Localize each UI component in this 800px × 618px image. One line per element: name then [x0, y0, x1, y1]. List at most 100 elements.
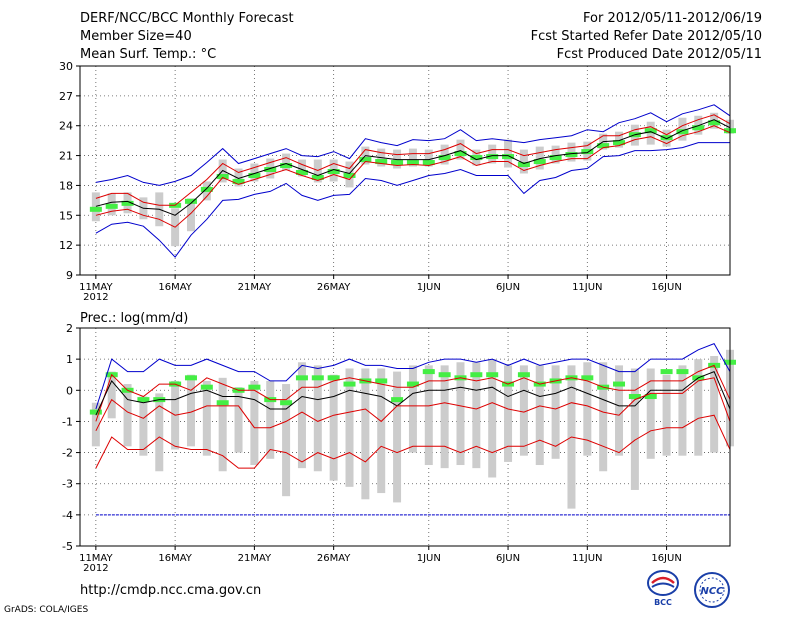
ensemble-box [440, 144, 449, 165]
observed-marker [311, 375, 324, 381]
ensemble-box [297, 159, 306, 177]
ensemble-box [678, 365, 687, 456]
y-tick-label: 15 [59, 209, 73, 222]
ensemble-box [282, 384, 291, 497]
ensemble-box [519, 365, 528, 456]
series-line-max [95, 104, 731, 186]
observed-marker [660, 135, 673, 141]
ensemble-box [297, 362, 306, 469]
grads-credit: GrADS: COLA/IGES [4, 605, 89, 615]
observed-marker [470, 155, 483, 161]
observed-marker [295, 169, 308, 175]
observed-marker [517, 162, 530, 168]
observed-marker [89, 409, 102, 415]
bcc-logo-text: BCC [654, 598, 672, 607]
observed-marker [248, 172, 261, 178]
ensemble-box [615, 365, 624, 456]
y-tick-label: 0 [66, 384, 73, 397]
observed-marker [216, 400, 229, 406]
x-tick-label: 16JUN [651, 282, 681, 293]
x-tick-label: 1JUN [417, 553, 441, 564]
x-tick-label: 1JUN [417, 282, 441, 293]
x-tick-label: 26MAY [317, 282, 351, 293]
observed-marker [628, 394, 641, 400]
ensemble-box [361, 368, 370, 500]
chart-title: DERF/NCC/BCC Monthly Forecast [80, 11, 294, 26]
forecast-period: For 2012/05/11-2012/06/19 [583, 11, 762, 26]
ensemble-box [535, 146, 544, 170]
observed-marker [486, 154, 499, 160]
series-line-lower [95, 377, 731, 432]
observed-marker [311, 174, 324, 180]
observed-marker [105, 203, 118, 209]
ensemble-box [393, 149, 402, 169]
ensemble-box [535, 365, 544, 466]
ensemble-box [646, 368, 655, 459]
observed-marker [295, 375, 308, 381]
observed-marker [216, 173, 229, 179]
ensemble-box [266, 380, 275, 459]
observed-marker [248, 384, 261, 390]
ensemble-box [186, 198, 195, 232]
ensemble-box [282, 153, 291, 171]
series-line-max [95, 342, 731, 410]
fcst-produced-date: Fcst Produced Date 2012/05/11 [556, 47, 762, 62]
y-tick-label: -4 [62, 509, 73, 522]
observed-marker [200, 384, 213, 390]
observed-marker [486, 372, 499, 378]
observed-marker [470, 372, 483, 378]
series-line-mean [95, 370, 731, 416]
y-tick-label: -2 [62, 447, 73, 460]
x-tick-year: 2012 [83, 563, 108, 574]
ensemble-box [107, 371, 116, 419]
observed-marker [343, 172, 356, 178]
x-tick-label: 11MAY [79, 553, 113, 564]
ensemble-box [345, 368, 354, 487]
observed-marker [438, 372, 451, 378]
ensemble-box [408, 365, 417, 453]
x-tick-label: 11JUN [572, 553, 602, 564]
y-tick-label: -1 [62, 415, 73, 428]
ensemble-box [250, 163, 259, 182]
x-tick-label: 11JUN [572, 282, 602, 293]
observed-marker [644, 128, 657, 134]
observed-marker [264, 167, 277, 173]
observed-marker [137, 397, 150, 403]
source-url[interactable]: http://cmdp.ncc.cma.gov.cn [80, 583, 262, 598]
ensemble-box [630, 368, 639, 490]
observed-marker [581, 149, 594, 155]
series-line-upper [95, 114, 731, 206]
y-tick-label: 12 [59, 239, 73, 252]
observed-marker [676, 369, 689, 375]
ensemble-box [234, 168, 243, 187]
observed-marker [375, 159, 388, 165]
ncc-logo-icon: NCC [694, 572, 730, 608]
ensemble-box [504, 139, 513, 168]
ensemble-box [583, 362, 592, 456]
observed-marker [533, 159, 546, 165]
observed-marker [121, 200, 134, 206]
x-tick-year: 2012 [83, 292, 108, 303]
ensemble-box [393, 371, 402, 503]
x-tick-label: 26MAY [317, 553, 351, 564]
ensemble-box [599, 362, 608, 472]
observed-marker [644, 394, 657, 400]
observed-marker [343, 381, 356, 387]
y-tick-label: 24 [59, 120, 73, 133]
ensemble-box [662, 374, 671, 456]
y-tick-label: -3 [62, 478, 73, 491]
x-tick-label: 21MAY [238, 282, 272, 293]
member-size-label: Member Size=40 [80, 29, 192, 44]
observed-marker [597, 143, 610, 149]
x-tick-label: 21MAY [238, 553, 272, 564]
y-tick-label: 1 [66, 353, 73, 366]
y-tick-label: -5 [62, 540, 73, 553]
observed-marker [232, 178, 245, 184]
series-line-lower [95, 125, 731, 228]
variable-label: Mean Surf. Temp.: °C [80, 47, 217, 62]
ensemble-box [504, 365, 513, 462]
y-tick-label: 21 [59, 150, 73, 163]
ensemble-box [155, 393, 164, 472]
